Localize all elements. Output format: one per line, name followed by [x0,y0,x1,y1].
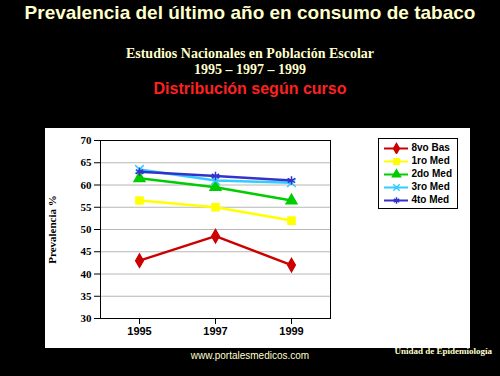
html-text:4to Med: 4to Med [411,194,450,205]
svg-text:45: 45 [81,245,93,257]
svg-text:1997: 1997 [203,325,227,337]
svg-text:Prevalencia %: Prevalencia % [46,195,58,264]
svg-text:35: 35 [81,290,93,302]
html-text:8vo Bas: 8vo Bas [411,142,450,153]
html-text:2do Med: 2do Med [411,168,452,179]
svg-text:55: 55 [81,201,93,213]
html-text:Estudios Nacionales en Poblaci: Estudios Nacionales en Población Escolar [125,46,375,61]
svg-text:1995: 1995 [127,325,151,337]
svg-text:70: 70 [81,134,93,146]
svg-text:30: 30 [81,312,93,324]
svg-text:40: 40 [81,268,93,280]
svg-text:50: 50 [81,223,93,235]
svg-text:60: 60 [81,179,93,191]
svg-text:1999: 1999 [279,325,303,337]
html-text:3ro Med: 3ro Med [411,181,450,192]
html-text:1ro Med: 1ro Med [411,155,450,166]
html-text:Distribución según curso: Distribución según curso [153,80,347,97]
svg-text:65: 65 [81,156,93,168]
html-text:www.portalesmedicos.com: www.portalesmedicos.com [190,350,310,361]
html-text:1995 – 1997 – 1999: 1995 – 1997 – 1999 [194,62,306,77]
html-text:Unidad de Epidemiología: Unidad de Epidemiología [394,346,492,356]
html-text:Prevalencia del último año en: Prevalencia del último año en consumo de… [24,2,476,23]
